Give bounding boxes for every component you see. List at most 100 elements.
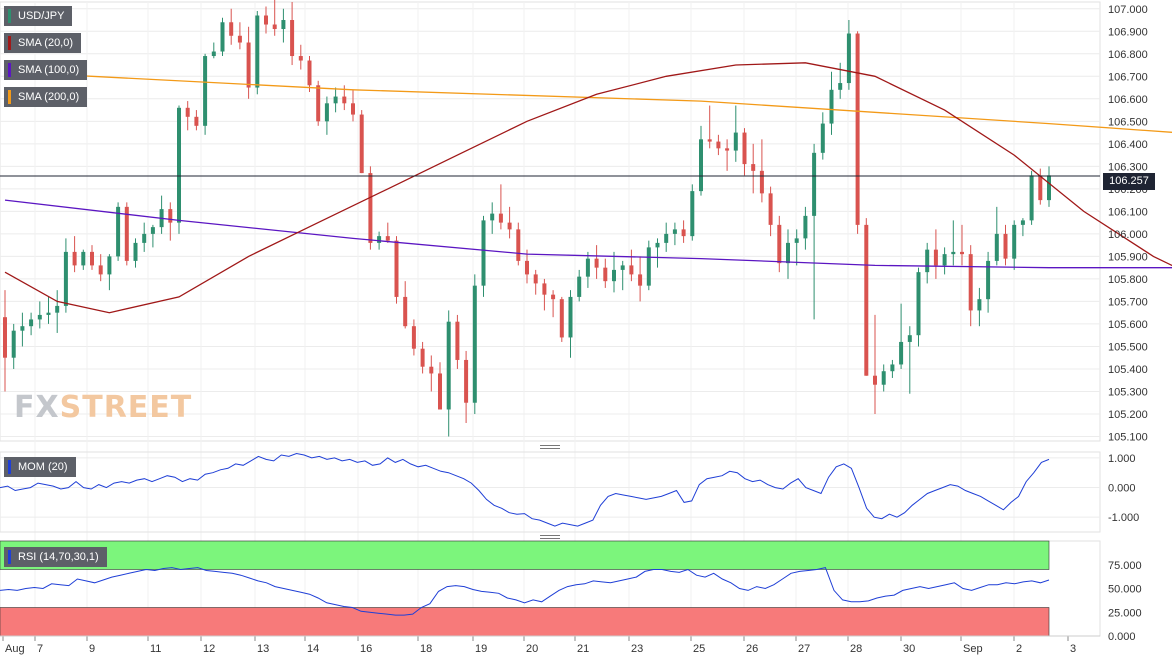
x-tick-label: 13 — [257, 643, 269, 655]
candle-body — [324, 103, 329, 122]
candle-body — [481, 220, 486, 286]
legend-sma20[interactable]: SMA (20,0) — [4, 33, 82, 53]
candle-body — [472, 285, 477, 403]
candle-body — [690, 191, 695, 237]
candle-body — [1003, 233, 1008, 259]
candle-body — [272, 24, 277, 30]
candle-body — [237, 35, 242, 43]
candle-body — [968, 254, 973, 311]
candle-body — [229, 22, 234, 36]
candle-body — [594, 258, 599, 268]
x-tick-label: 26 — [746, 643, 758, 655]
candle-body — [1020, 220, 1025, 225]
candle-body — [890, 364, 895, 372]
legend-mom[interactable]: MOM (20) — [4, 457, 76, 477]
legend-sma200[interactable]: SMA (200,0) — [4, 87, 88, 107]
price-tick-label: 105.700 — [1108, 296, 1148, 308]
candle-body — [672, 229, 677, 234]
candle-body — [542, 283, 547, 295]
candle-body — [751, 164, 756, 171]
candle-body — [716, 141, 721, 149]
candle-body — [620, 265, 625, 270]
rsi-tick-label: 25.000 — [1108, 607, 1142, 619]
candle-body — [90, 251, 94, 266]
legend-swatch-sma200 — [8, 90, 11, 104]
legend-swatch-sma100 — [8, 63, 11, 77]
x-tick-label: 28 — [850, 643, 862, 655]
candle-body — [855, 33, 860, 225]
candle-body — [533, 274, 538, 284]
rsi-tick-label: 0.000 — [1108, 631, 1136, 643]
candle-body — [803, 215, 808, 239]
rsi-tick-label: 50.000 — [1108, 584, 1142, 596]
candle-body — [768, 193, 773, 225]
candle-body — [516, 229, 521, 261]
candle-body — [951, 251, 956, 255]
price-tick-label: 105.400 — [1108, 364, 1148, 376]
legend-swatch-mom — [8, 460, 11, 474]
price-tick-label: 106.000 — [1108, 229, 1148, 241]
candle-body — [429, 366, 434, 374]
candle-body — [498, 213, 503, 223]
price-tick-label: 105.800 — [1108, 274, 1148, 286]
legend-sma20-label: SMA (20,0) — [18, 37, 74, 49]
candle-body — [707, 139, 712, 142]
candle-body — [942, 254, 947, 266]
x-tick-label: 16 — [360, 643, 372, 655]
candle-body — [629, 265, 634, 275]
x-tick-label: 12 — [203, 643, 215, 655]
x-tick-label: 27 — [798, 643, 810, 655]
candle-body — [394, 240, 399, 297]
candle-body — [907, 335, 912, 342]
price-panel-frame — [0, 1, 1101, 442]
candle-body — [829, 89, 834, 124]
candle-body — [960, 251, 964, 255]
price-tick-label: 106.800 — [1108, 49, 1148, 61]
legend-symbol[interactable]: USD/JPY — [4, 6, 73, 26]
candle-body — [133, 242, 138, 261]
sma200-line — [4, 71, 1172, 133]
rsi-tick-label: 75.000 — [1108, 560, 1142, 572]
price-tick-label: 105.600 — [1108, 319, 1148, 331]
price-tick-label: 106.500 — [1108, 116, 1148, 128]
price-tick-label: 106.400 — [1108, 139, 1148, 151]
watermark-logo: FXSTREET — [14, 390, 193, 425]
legend-rsi[interactable]: RSI (14,70,30,1) — [4, 547, 107, 567]
candle-body — [46, 312, 51, 315]
candle-body — [177, 107, 181, 223]
candle-body — [307, 60, 312, 86]
rsi-line — [0, 567, 1050, 616]
candle-body — [873, 375, 877, 385]
candle-body — [681, 229, 686, 237]
legend-sma100-label: SMA (100,0) — [18, 64, 80, 76]
candle-body — [220, 22, 225, 52]
x-tick-label: 7 — [37, 643, 43, 655]
candle-body — [194, 116, 199, 126]
candle-body — [846, 33, 851, 84]
candle-body — [742, 132, 747, 165]
candle-body — [655, 242, 660, 248]
price-tick-label: 105.100 — [1108, 431, 1148, 443]
x-tick-label: 25 — [693, 643, 705, 655]
candle-body — [1029, 175, 1034, 221]
candle-body — [464, 359, 469, 403]
candle-body — [168, 209, 173, 223]
candle-body — [759, 170, 764, 194]
candle-body — [124, 206, 129, 261]
candle-body — [559, 299, 564, 338]
rsi-overbought-zone — [0, 540, 1050, 570]
legend-sma100[interactable]: SMA (100,0) — [4, 60, 88, 80]
candle-body — [603, 267, 608, 282]
candle-body — [1012, 224, 1017, 259]
mom-line — [0, 452, 1050, 527]
candle-body — [1038, 175, 1043, 201]
mom-tick-label: 0.000 — [1108, 483, 1136, 495]
candle-body — [298, 56, 303, 61]
x-tick-label: 20 — [526, 643, 538, 655]
axes: 107.000 106.900 106.800 106.700 106.600 106.5… — [0, 4, 1148, 655]
candle-body — [1047, 175, 1051, 201]
x-tick-label: 2 — [1016, 643, 1022, 655]
candle-body — [568, 296, 573, 338]
price-tick-label: 105.900 — [1108, 251, 1148, 263]
price-tick-label: 105.200 — [1108, 409, 1148, 421]
